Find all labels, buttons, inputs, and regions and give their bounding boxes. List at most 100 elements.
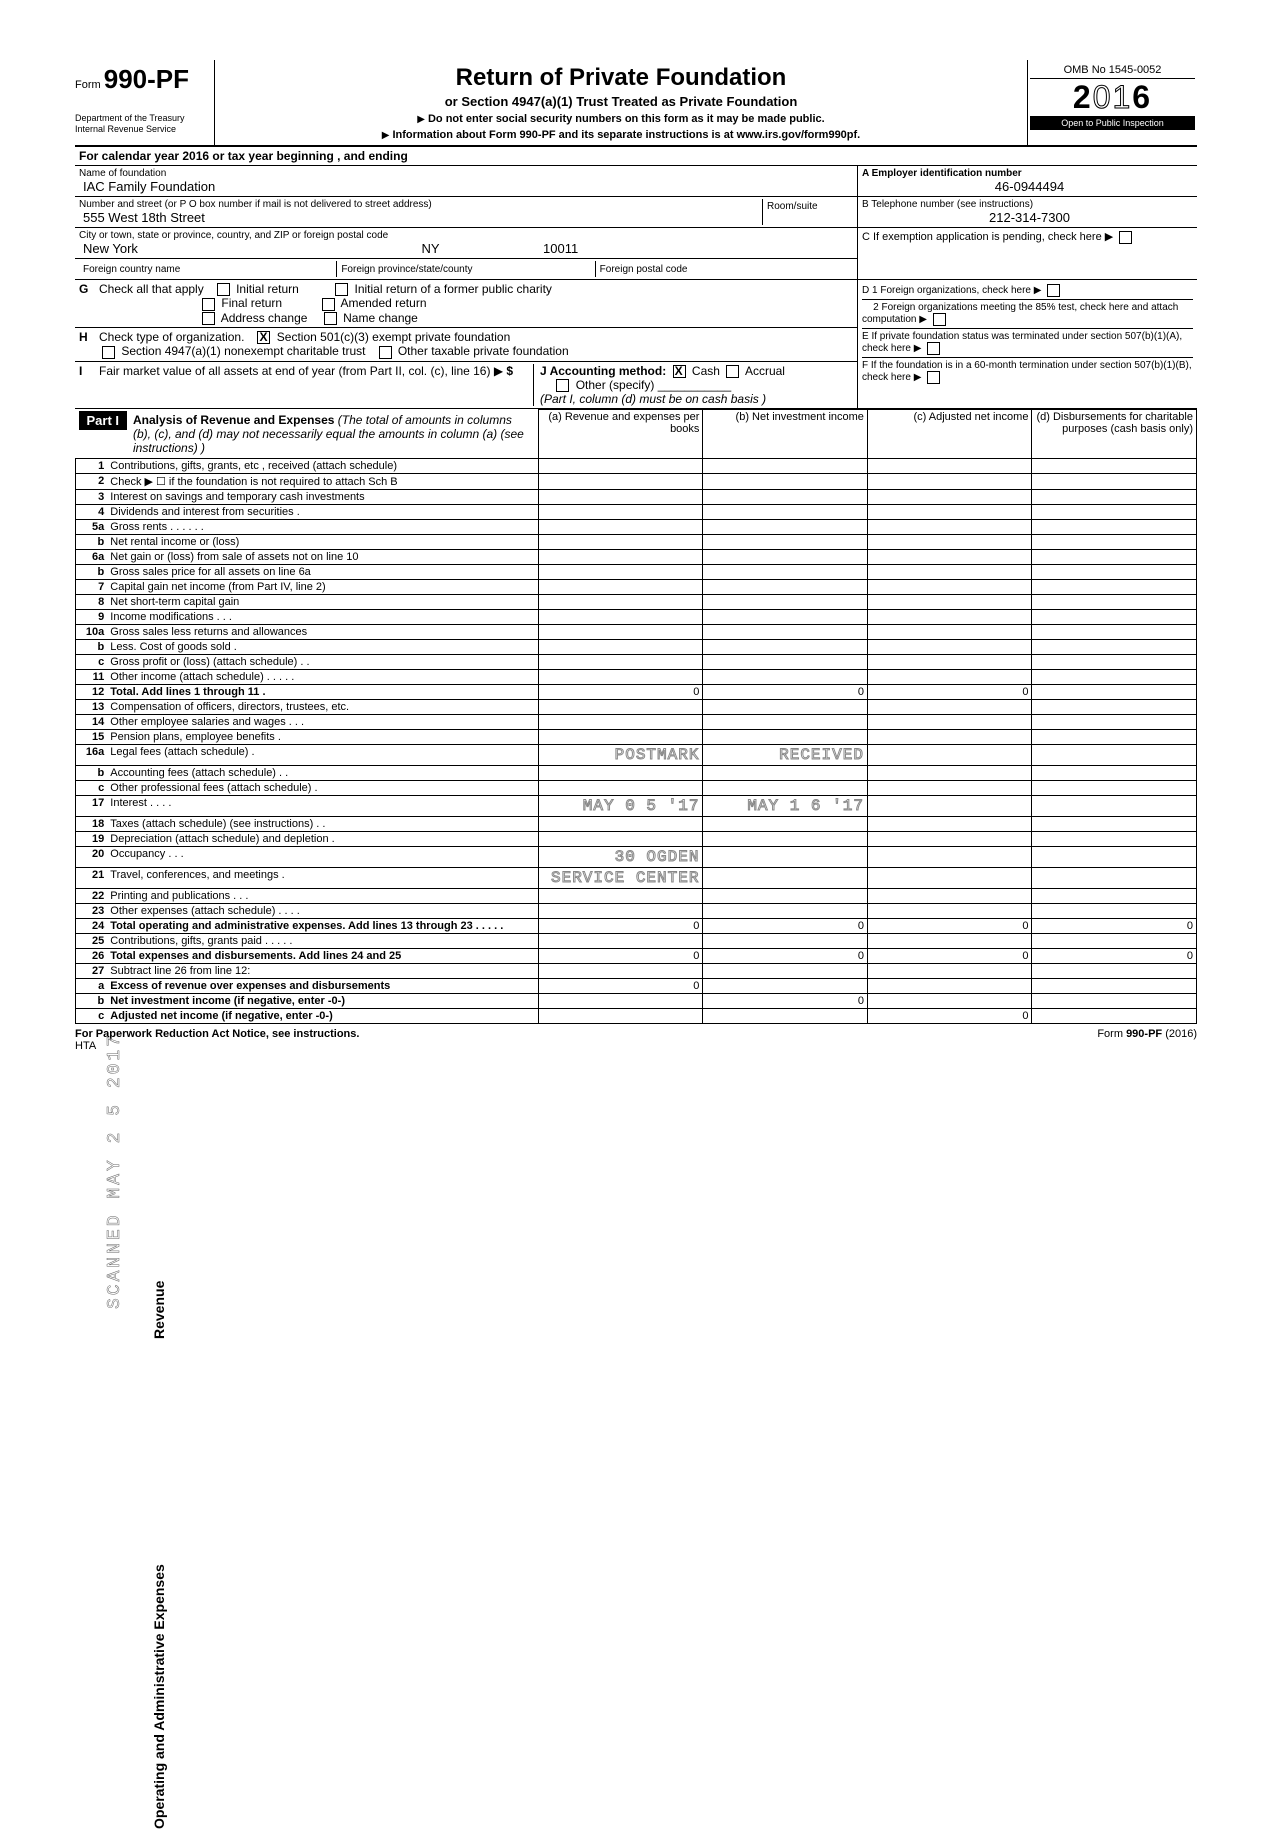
row-val-b <box>703 458 868 473</box>
row-desc: Net investment income (if negative, ente… <box>107 993 538 1008</box>
row-desc: Other expenses (attach schedule) . . . . <box>107 903 538 918</box>
j-other-checkbox[interactable] <box>556 379 569 392</box>
table-row: 13 Compensation of officers, directors, … <box>76 699 1197 714</box>
table-row: 15 Pension plans, employee benefits . <box>76 729 1197 744</box>
row-val-a <box>538 993 703 1008</box>
table-row: 6a Net gain or (loss) from sale of asset… <box>76 549 1197 564</box>
e-checkbox[interactable] <box>927 342 940 355</box>
row-val-d <box>1032 765 1197 780</box>
row-num: b <box>76 564 108 579</box>
j-accrual-checkbox[interactable] <box>726 365 739 378</box>
row-val-d <box>1032 846 1197 867</box>
ein-value: 46-0944494 <box>862 179 1193 194</box>
row-num: c <box>76 654 108 669</box>
c-checkbox[interactable] <box>1119 231 1132 244</box>
row-val-b <box>703 504 868 519</box>
h-other-checkbox[interactable] <box>379 346 392 359</box>
row-val-b <box>703 669 868 684</box>
calendar-year-row: For calendar year 2016 or tax year begin… <box>75 147 1197 166</box>
table-row: 22 Printing and publications . . . <box>76 888 1197 903</box>
row-val-a <box>538 729 703 744</box>
row-val-a <box>538 579 703 594</box>
row-desc: Net rental income or (loss) <box>107 534 538 549</box>
d1-checkbox[interactable] <box>1047 284 1060 297</box>
g-address-checkbox[interactable] <box>202 312 215 325</box>
row-val-b <box>703 654 868 669</box>
row-val-b <box>703 594 868 609</box>
row-desc: Interest . . . . <box>107 795 538 816</box>
row-val-d <box>1032 867 1197 888</box>
row-val-d <box>1032 729 1197 744</box>
row-val-c <box>867 765 1032 780</box>
table-row: 1 Contributions, gifts, grants, etc , re… <box>76 458 1197 473</box>
foreign-country-label: Foreign country name <box>83 264 180 275</box>
row-val-a <box>538 714 703 729</box>
g-amended-checkbox[interactable] <box>322 298 335 311</box>
row-val-d <box>1032 549 1197 564</box>
col-c-header: (c) Adjusted net income <box>867 410 1032 459</box>
row-val-d <box>1032 714 1197 729</box>
g-initial-former-checkbox[interactable] <box>335 283 348 296</box>
table-row: 4 Dividends and interest from securities… <box>76 504 1197 519</box>
row-val-a <box>538 888 703 903</box>
g-final-checkbox[interactable] <box>202 298 215 311</box>
row-val-c <box>867 729 1032 744</box>
row-desc: Income modifications . . . <box>107 609 538 624</box>
row-val-d <box>1032 699 1197 714</box>
h-501c3-checkbox[interactable] <box>257 331 270 344</box>
row-desc: Net gain or (loss) from sale of assets n… <box>107 549 538 564</box>
row-val-b <box>703 624 868 639</box>
h-row: H Check type of organization. Section 50… <box>75 328 857 362</box>
j-cash-checkbox[interactable] <box>673 365 686 378</box>
row-val-d <box>1032 978 1197 993</box>
table-row: 7 Capital gain net income (from Part IV,… <box>76 579 1197 594</box>
part1-title: Analysis of Revenue and Expenses <box>133 413 334 427</box>
row-desc: Gross sales price for all assets on line… <box>107 564 538 579</box>
g-name-checkbox[interactable] <box>324 312 337 325</box>
row-num: 16a <box>76 744 108 765</box>
h-4947-checkbox[interactable] <box>102 346 115 359</box>
d2-checkbox[interactable] <box>933 313 946 326</box>
g-initial-checkbox[interactable] <box>217 283 230 296</box>
row-val-c <box>867 639 1032 654</box>
row-val-b <box>703 609 868 624</box>
table-row: 5a Gross rents . . . . . . <box>76 519 1197 534</box>
row-val-d <box>1032 519 1197 534</box>
table-row: 12 Total. Add lines 1 through 11 . 0 0 0 <box>76 684 1197 699</box>
f-checkbox[interactable] <box>927 371 940 384</box>
form-number: 990-PF <box>104 64 189 94</box>
row-desc: Travel, conferences, and meetings . <box>107 867 538 888</box>
foundation-name: IAC Family Foundation <box>79 179 853 194</box>
row-desc: Taxes (attach schedule) (see instruction… <box>107 816 538 831</box>
row-val-d <box>1032 816 1197 831</box>
table-row: 16a Legal fees (attach schedule) . POSTM… <box>76 744 1197 765</box>
row-val-b <box>703 534 868 549</box>
row-val-d <box>1032 534 1197 549</box>
row-val-a <box>538 933 703 948</box>
row-val-b <box>703 579 868 594</box>
table-row: b Net rental income or (loss) <box>76 534 1197 549</box>
row-desc: Other income (attach schedule) . . . . . <box>107 669 538 684</box>
table-row: 10a Gross sales less returns and allowan… <box>76 624 1197 639</box>
row-val-c <box>867 519 1032 534</box>
row-val-d: 0 <box>1032 918 1197 933</box>
table-row: 25 Contributions, gifts, grants paid . .… <box>76 933 1197 948</box>
row-val-b <box>703 489 868 504</box>
c-label: C If exemption application is pending, c… <box>862 231 1102 243</box>
row-desc: Pension plans, employee benefits . <box>107 729 538 744</box>
row-num: 15 <box>76 729 108 744</box>
row-val-c: 0 <box>867 918 1032 933</box>
public-inspection: Open to Public Inspection <box>1030 116 1195 130</box>
foundation-city: New York NY 10011 <box>79 241 853 256</box>
expenses-section-label: Operating and Administrative Expenses <box>151 1565 167 1829</box>
row-val-a <box>538 903 703 918</box>
row-desc: Net short-term capital gain <box>107 594 538 609</box>
row-num: 8 <box>76 594 108 609</box>
row-val-d <box>1032 744 1197 765</box>
row-num: 9 <box>76 609 108 624</box>
row-num: 10a <box>76 624 108 639</box>
e-label: E If private foundation status was termi… <box>862 331 1182 354</box>
row-num: 26 <box>76 948 108 963</box>
row-val-a: 30 OGDEN <box>538 846 703 867</box>
col-a-header: (a) Revenue and expenses per books <box>538 410 703 459</box>
